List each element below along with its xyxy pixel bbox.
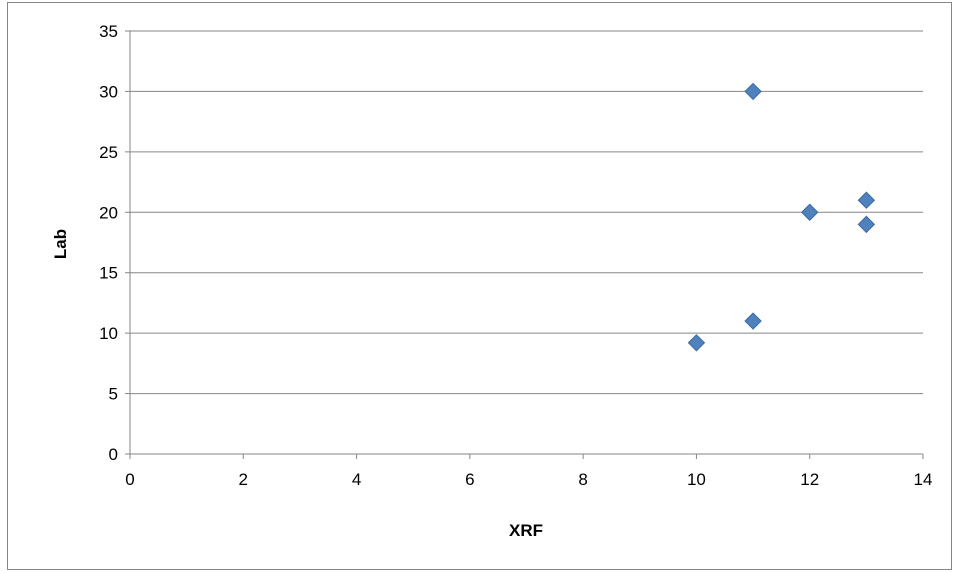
data-point [687, 334, 706, 352]
y-tick-label: 30 [99, 82, 118, 101]
data-point [857, 191, 876, 209]
y-axis-title: Lab [51, 229, 70, 259]
y-tick-label: 20 [99, 203, 118, 222]
axes [125, 30, 924, 459]
data-point [857, 215, 876, 234]
x-tick-label: 10 [687, 470, 706, 489]
data-points [687, 82, 876, 352]
data-point [801, 203, 819, 221]
x-tick-label: 2 [239, 470, 248, 489]
x-axis-title: XRF [509, 521, 543, 540]
x-tick-label: 6 [465, 470, 474, 489]
tick-labels: 0 5 10 15 20 25 30 35 0 2 4 6 8 10 12 14 [99, 22, 932, 489]
y-tick-label: 5 [109, 385, 118, 404]
gridlines [130, 30, 923, 395]
x-tick-label: 14 [914, 470, 933, 489]
chart-frame [7, 2, 952, 570]
x-tick-label: 12 [800, 470, 819, 489]
data-point [744, 312, 762, 330]
x-tick-label: 8 [578, 470, 587, 489]
x-tick-label: 4 [352, 470, 361, 489]
x-tick-label: 0 [125, 470, 134, 489]
y-tick-label: 35 [99, 22, 118, 41]
y-tick-label: 0 [109, 445, 118, 464]
data-point [744, 82, 762, 101]
y-tick-label: 25 [99, 143, 118, 162]
y-tick-label: 10 [99, 324, 118, 343]
y-tick-label: 15 [99, 264, 118, 283]
